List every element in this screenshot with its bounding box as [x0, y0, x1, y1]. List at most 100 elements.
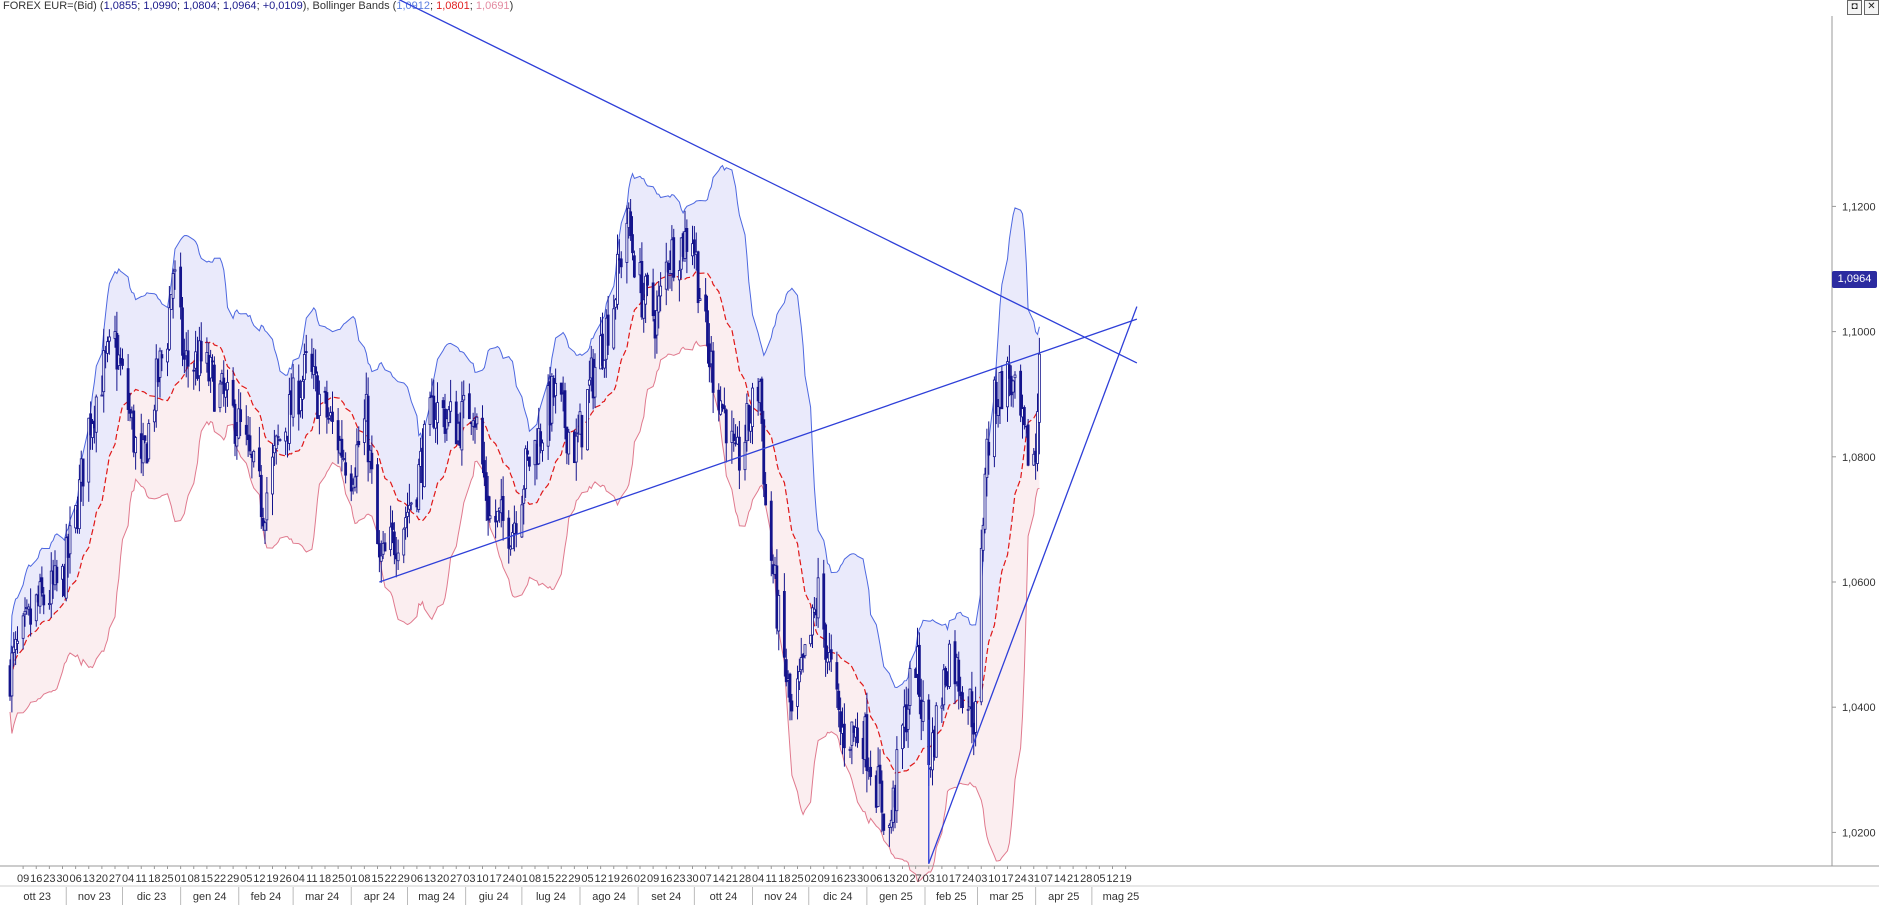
candle: [107, 329, 111, 355]
x-tick-label: 20: [896, 873, 908, 885]
candle-body: [349, 473, 353, 492]
candle-body: [340, 438, 344, 458]
candle: [226, 369, 229, 407]
candle: [824, 622, 828, 677]
candle-body: [625, 222, 629, 263]
x-tick-label: 04: [122, 873, 134, 885]
candle-body: [362, 418, 366, 443]
x-tick-label: 19: [266, 873, 278, 885]
candle: [762, 410, 766, 498]
candle: [601, 312, 604, 370]
candle: [222, 360, 226, 407]
trendlines: [379, 0, 1138, 864]
x-tick-label: 24: [962, 873, 974, 885]
candle-body: [876, 766, 880, 807]
trendline-resistance: [398, 0, 1138, 364]
candle: [473, 407, 477, 444]
candle-body: [837, 690, 841, 710]
candle: [816, 557, 820, 628]
candle: [901, 723, 904, 769]
x-tick-label: 01: [516, 873, 528, 885]
candle: [651, 268, 655, 322]
candle: [737, 420, 741, 490]
candle: [336, 408, 340, 464]
candle: [586, 389, 589, 451]
candle-body: [539, 431, 543, 447]
x-month-label: giu 24: [479, 891, 509, 903]
candle: [940, 697, 944, 723]
candle-body: [777, 595, 781, 632]
candle-body: [237, 408, 241, 439]
candle: [696, 250, 700, 314]
x-tick-label: 13: [883, 873, 895, 885]
candle-body: [462, 394, 466, 401]
candle-body: [996, 406, 1000, 416]
candle-body: [1000, 370, 1004, 410]
candle: [880, 770, 884, 833]
candle: [181, 296, 184, 367]
candle-body: [981, 524, 985, 551]
candle: [55, 559, 59, 592]
candle: [409, 501, 413, 511]
candle-body: [524, 448, 528, 490]
candle-body: [154, 358, 158, 412]
candle: [349, 465, 353, 502]
candle: [677, 260, 681, 302]
candle-body: [252, 450, 256, 463]
x-month-label: ott 24: [710, 891, 738, 903]
candle: [486, 475, 490, 536]
candle-body: [34, 594, 38, 622]
candlesticks: [8, 198, 1041, 847]
y-tick-label: 1,0600: [1842, 577, 1876, 589]
x-tick-label: 19: [608, 873, 620, 885]
candle: [218, 380, 222, 413]
candle: [355, 428, 359, 494]
y-axis: 1,0200 1,0400 1,0600 1,0800 1,1000 1,1200: [1831, 16, 1876, 866]
candle-body: [966, 708, 970, 711]
x-tick-label: 13: [424, 873, 436, 885]
candle: [40, 566, 44, 597]
x-tick-label: 18: [148, 873, 160, 885]
candle-body: [1007, 364, 1011, 379]
candle-body: [717, 389, 721, 411]
candle: [327, 407, 331, 424]
candle-body: [484, 472, 488, 501]
maximize-button[interactable]: ◘: [1847, 0, 1862, 15]
candle-body: [527, 456, 531, 467]
candle: [434, 402, 438, 443]
candle-body: [445, 418, 449, 430]
x-month-label: dic 24: [823, 891, 852, 903]
candle: [402, 527, 406, 564]
candle-body: [102, 350, 106, 393]
x-tick-label: 12: [595, 873, 607, 885]
candle-body: [878, 764, 882, 784]
candle: [629, 198, 633, 241]
candle-body: [179, 266, 183, 308]
candle: [692, 226, 696, 269]
candle-body: [522, 488, 526, 504]
candle-body: [271, 456, 274, 495]
candle: [167, 285, 171, 351]
candle: [366, 377, 370, 482]
candle: [835, 651, 839, 708]
candle: [1036, 393, 1039, 472]
candle: [102, 328, 106, 413]
candle: [42, 586, 46, 615]
candle-body: [64, 537, 68, 599]
candle: [436, 382, 439, 445]
candle: [869, 750, 873, 786]
candle: [942, 664, 946, 711]
candle: [353, 467, 357, 492]
candle: [134, 435, 138, 470]
candle-body: [865, 714, 869, 772]
candle: [16, 626, 19, 654]
candle-body: [554, 382, 558, 397]
candle: [994, 367, 998, 425]
candle-body: [447, 409, 451, 423]
candle-body: [672, 237, 676, 278]
candle-body: [664, 261, 668, 290]
candle: [212, 356, 216, 412]
candle-body: [732, 433, 736, 441]
candle: [482, 441, 486, 486]
